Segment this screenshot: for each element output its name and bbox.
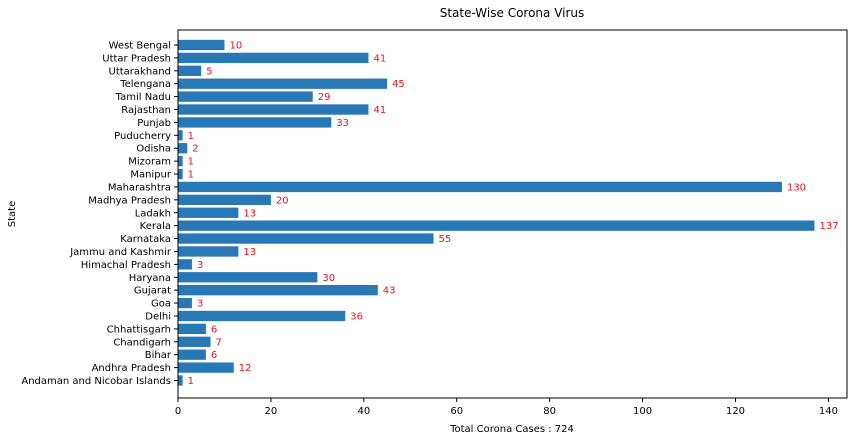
data-label: 5	[206, 66, 212, 77]
y-tick-label: Rajasthan	[121, 105, 171, 116]
bars-group	[178, 39, 815, 386]
data-label: 10	[229, 41, 242, 52]
bar	[178, 233, 434, 244]
data-label: 1	[188, 376, 194, 387]
data-label: 29	[318, 92, 331, 103]
y-tick-label: Mizoram	[128, 157, 171, 168]
data-label: 137	[819, 221, 838, 232]
data-label: 1	[188, 170, 194, 181]
y-tick-label: West Bengal	[109, 41, 171, 52]
data-label: 1	[188, 131, 194, 142]
data-label: 45	[392, 79, 405, 90]
data-label: 13	[243, 247, 256, 258]
x-tick-label: 0	[175, 406, 181, 417]
y-axis-ticks: Andaman and Nicobar Islands Andhra Prades…	[21, 41, 178, 387]
data-label: 41	[373, 105, 386, 116]
data-label: 6	[211, 324, 217, 335]
data-label: 3	[197, 260, 203, 271]
y-tick-label: Punjab	[137, 118, 171, 129]
bar	[178, 78, 388, 89]
bar	[178, 181, 782, 193]
bar	[178, 168, 183, 180]
bar	[178, 194, 271, 206]
x-tick-label: 100	[633, 406, 652, 417]
data-label: 1	[188, 157, 194, 168]
data-label: 7	[216, 337, 222, 348]
bar	[178, 323, 206, 335]
y-axis-title: State	[7, 201, 18, 227]
data-label: 130	[787, 182, 806, 193]
bar	[178, 130, 183, 141]
bar	[178, 272, 318, 283]
y-tick-label: Telengana	[119, 79, 171, 90]
y-tick-label: Madhya Pradesh	[88, 195, 171, 206]
bar	[178, 310, 346, 322]
bar	[178, 117, 332, 128]
y-tick-label: Goa	[151, 299, 171, 310]
data-labels-group: 1126763634330313551371320130112133412945…	[188, 41, 839, 388]
y-tick-label: Himachal Pradesh	[81, 260, 171, 271]
y-tick-label: Chhattisgarh	[107, 324, 171, 335]
y-tick-label: Kerala	[140, 221, 171, 232]
plot-frame	[177, 29, 848, 399]
x-tick-label: 20	[265, 406, 278, 417]
bar	[178, 207, 239, 218]
data-label: 12	[239, 363, 252, 374]
y-tick-label: Haryana	[129, 273, 171, 284]
x-tick-label: 80	[543, 406, 556, 417]
bar	[178, 39, 225, 51]
y-tick-label: Jammu and Kashmir	[69, 247, 172, 258]
y-tick-label: Chandigarh	[113, 337, 171, 348]
x-tick-label: 40	[357, 406, 370, 417]
data-label: 33	[336, 118, 349, 129]
data-label: 2	[192, 144, 198, 155]
data-label: 20	[276, 195, 289, 206]
data-label: 41	[373, 53, 386, 64]
x-axis-title: Total Corona Cases : 724	[449, 424, 574, 435]
bar	[178, 143, 188, 154]
y-tick-label: Delhi	[145, 311, 171, 322]
x-tick-label: 60	[450, 406, 463, 417]
data-label: 13	[243, 208, 256, 219]
y-tick-label: Odisha	[136, 144, 171, 155]
bar	[178, 362, 234, 373]
data-label: 55	[439, 234, 452, 245]
bar	[178, 104, 369, 115]
y-tick-label: Karnataka	[120, 234, 171, 245]
y-tick-label: Andaman and Nicobar Islands	[21, 376, 171, 387]
y-tick-label: Gujarat	[134, 286, 171, 297]
bar	[178, 155, 183, 167]
x-axis-ticks: 0 20 40 60 80 100 120 140	[175, 398, 838, 417]
data-label: 36	[350, 311, 363, 322]
data-label: 6	[211, 350, 217, 361]
bar	[178, 246, 239, 257]
data-label: 30	[322, 273, 335, 284]
y-tick-label: Maharashtra	[108, 182, 171, 193]
y-tick-label: Uttar Pradesh	[102, 53, 171, 64]
chart-title: State-Wise Corona Virus	[440, 6, 585, 20]
y-tick-label: Puducherry	[114, 131, 171, 142]
y-tick-label: Manipur	[130, 170, 172, 181]
bar	[178, 91, 313, 102]
y-tick-label: Tamil Nadu	[115, 92, 171, 103]
bar	[178, 65, 202, 76]
x-tick-label: 120	[726, 406, 745, 417]
bar	[178, 349, 206, 360]
y-tick-label: Bihar	[145, 350, 172, 361]
y-tick-label: Andhra Pradesh	[92, 363, 171, 374]
bar	[178, 52, 369, 64]
bar	[178, 220, 815, 231]
bar	[178, 285, 378, 296]
y-tick-label: Uttarakhand	[109, 66, 171, 77]
bar	[178, 297, 192, 309]
bar	[178, 336, 211, 347]
data-label: 3	[197, 299, 203, 310]
bar	[178, 375, 183, 386]
x-tick-label: 140	[819, 406, 838, 417]
bar	[178, 259, 192, 270]
data-label: 43	[383, 286, 396, 297]
y-tick-label: Ladakh	[135, 208, 171, 219]
